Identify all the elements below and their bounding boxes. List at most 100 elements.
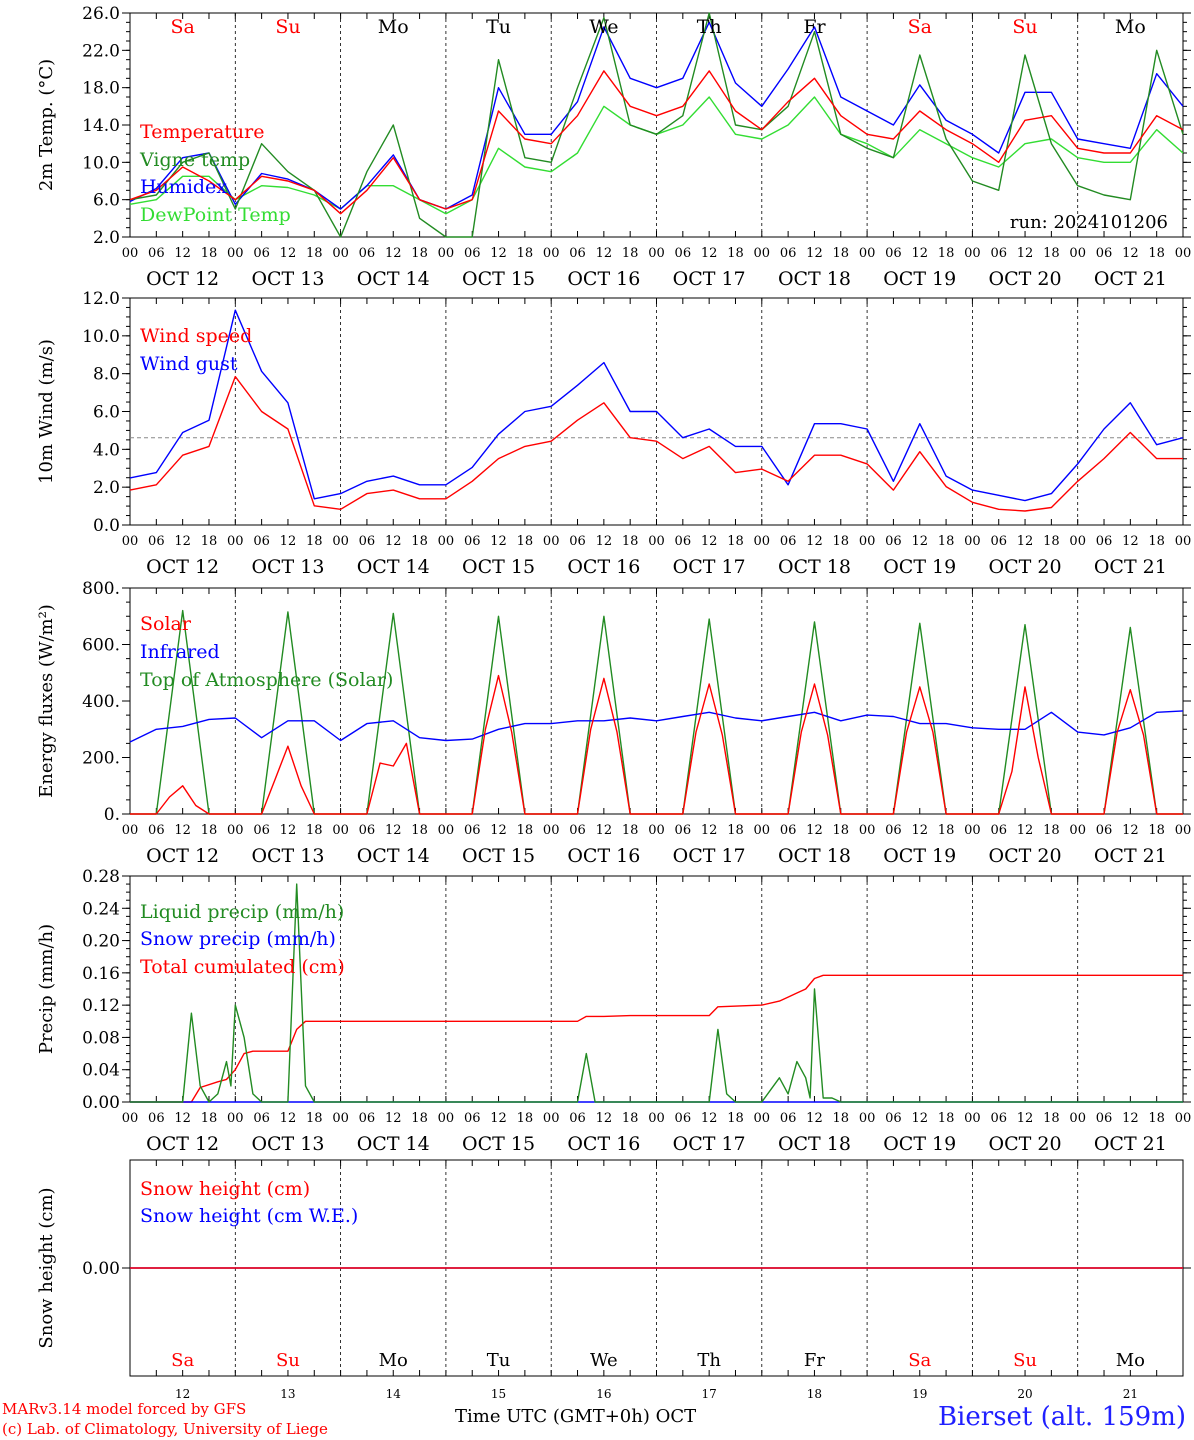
y-tick-label: 4.0 bbox=[93, 440, 120, 460]
date-label: OCT 13 bbox=[251, 268, 324, 290]
date-label: OCT 16 bbox=[567, 268, 640, 290]
hour-label: 12 bbox=[1017, 534, 1034, 549]
hour-label: 18 bbox=[1043, 246, 1060, 261]
hour-label: 18 bbox=[517, 534, 534, 549]
hour-label: 18 bbox=[306, 823, 323, 838]
hour-label: 00 bbox=[964, 823, 981, 838]
y-tick-label: 400. bbox=[82, 692, 120, 712]
y-tick-label: 6.0 bbox=[93, 403, 120, 423]
hour-label: 06 bbox=[990, 1111, 1007, 1126]
day-number: 18 bbox=[807, 1387, 822, 1401]
run-label: run: 2024101206 bbox=[1010, 212, 1168, 233]
hour-label: 00 bbox=[332, 823, 349, 838]
day-label-bottom: Th bbox=[697, 1350, 721, 1371]
lab-credit: (c) Lab. of Climatology, University of L… bbox=[2, 1420, 328, 1438]
hour-label: 00 bbox=[964, 534, 981, 549]
hour-label: 12 bbox=[174, 246, 191, 261]
day-number: 21 bbox=[1123, 1387, 1138, 1401]
date-label: OCT 12 bbox=[146, 1133, 219, 1155]
y-tick-label: 0.16 bbox=[82, 964, 120, 984]
hour-label: 18 bbox=[727, 534, 744, 549]
y-tick-label: 6.0 bbox=[93, 191, 120, 211]
hour-label: 18 bbox=[622, 823, 639, 838]
hour-label: 12 bbox=[1122, 246, 1139, 261]
hour-label: 12 bbox=[490, 246, 507, 261]
hour-label: 18 bbox=[306, 1111, 323, 1126]
hour-label: 12 bbox=[1122, 534, 1139, 549]
hour-label: 00 bbox=[1175, 823, 1192, 838]
day-label-top: Su bbox=[1012, 16, 1037, 38]
hour-label: 18 bbox=[411, 534, 428, 549]
date-label: OCT 20 bbox=[989, 1133, 1062, 1155]
date-label: OCT 19 bbox=[883, 845, 956, 867]
day-label-bottom: Su bbox=[1013, 1350, 1037, 1371]
date-label: OCT 13 bbox=[251, 1133, 324, 1155]
day-label-bottom: Tu bbox=[487, 1350, 511, 1371]
series-solar bbox=[130, 674, 1183, 815]
series-liquid-precip-mm-h bbox=[130, 883, 1183, 1103]
hour-label: 00 bbox=[1175, 1111, 1192, 1126]
hour-label: 12 bbox=[490, 534, 507, 549]
y-tick-label: 0.00 bbox=[82, 1259, 120, 1279]
hour-label: 18 bbox=[517, 823, 534, 838]
hour-label: 06 bbox=[1096, 1111, 1113, 1126]
hour-label: 18 bbox=[727, 823, 744, 838]
series-infrared bbox=[129, 710, 1184, 743]
hour-label: 06 bbox=[464, 1111, 481, 1126]
hour-label: 06 bbox=[990, 534, 1007, 549]
day-label-bottom: We bbox=[590, 1350, 618, 1371]
hour-label: 06 bbox=[359, 246, 376, 261]
y-tick-label: 2.0 bbox=[93, 478, 120, 498]
y-tick-label: 0.12 bbox=[82, 996, 120, 1016]
hour-label: 00 bbox=[859, 246, 876, 261]
hour-label: 00 bbox=[1069, 246, 1086, 261]
date-label: OCT 14 bbox=[357, 268, 430, 290]
day-label-top: Tu bbox=[486, 16, 511, 38]
date-label: OCT 14 bbox=[357, 1133, 430, 1155]
hour-label: 18 bbox=[411, 1111, 428, 1126]
hour-label: 06 bbox=[780, 823, 797, 838]
hour-label: 12 bbox=[1017, 823, 1034, 838]
date-label: OCT 20 bbox=[989, 268, 1062, 290]
hour-label: 06 bbox=[675, 1111, 692, 1126]
hour-label: 18 bbox=[411, 246, 428, 261]
date-label: OCT 16 bbox=[567, 556, 640, 578]
y-axis-label: Precip (mm/h) bbox=[36, 924, 57, 1054]
y-tick-label: 0. bbox=[104, 805, 120, 825]
y-tick-label: 0.04 bbox=[82, 1061, 120, 1081]
hour-label: 06 bbox=[1096, 246, 1113, 261]
hour-label: 06 bbox=[885, 1111, 902, 1126]
date-label: OCT 17 bbox=[673, 268, 746, 290]
hour-label: 12 bbox=[911, 823, 928, 838]
y-tick-label: 0.24 bbox=[82, 899, 120, 919]
date-label: OCT 17 bbox=[673, 1133, 746, 1155]
day-number: 19 bbox=[912, 1387, 927, 1401]
hour-label: 18 bbox=[1148, 534, 1165, 549]
series-vigne-temp bbox=[129, 12, 1184, 238]
hour-label: 06 bbox=[569, 1111, 586, 1126]
y-axis-label: 2m Temp. (°C) bbox=[36, 59, 57, 191]
y-tick-label: 8.0 bbox=[93, 365, 120, 385]
series-wind-gust bbox=[129, 309, 1184, 502]
date-label: OCT 12 bbox=[146, 556, 219, 578]
y-axis-label: 10m Wind (m/s) bbox=[36, 339, 57, 484]
hour-label: 06 bbox=[253, 823, 270, 838]
hour-label: 06 bbox=[780, 534, 797, 549]
legend-entry: Liquid precip (mm/h) bbox=[140, 901, 344, 923]
hour-label: 00 bbox=[227, 1111, 244, 1126]
hour-label: 12 bbox=[806, 823, 823, 838]
date-label: OCT 13 bbox=[251, 556, 324, 578]
hour-label: 06 bbox=[569, 534, 586, 549]
hour-label: 18 bbox=[938, 823, 955, 838]
hour-label: 18 bbox=[306, 246, 323, 261]
hour-label: 06 bbox=[1096, 823, 1113, 838]
hour-label: 18 bbox=[938, 246, 955, 261]
day-number: 13 bbox=[280, 1387, 295, 1401]
date-label: OCT 21 bbox=[1094, 556, 1167, 578]
hour-label: 18 bbox=[201, 246, 218, 261]
hour-label: 00 bbox=[543, 534, 560, 549]
legend-entry: Infrared bbox=[140, 641, 220, 663]
y-tick-label: 14.0 bbox=[82, 116, 120, 136]
date-label: OCT 16 bbox=[567, 1133, 640, 1155]
